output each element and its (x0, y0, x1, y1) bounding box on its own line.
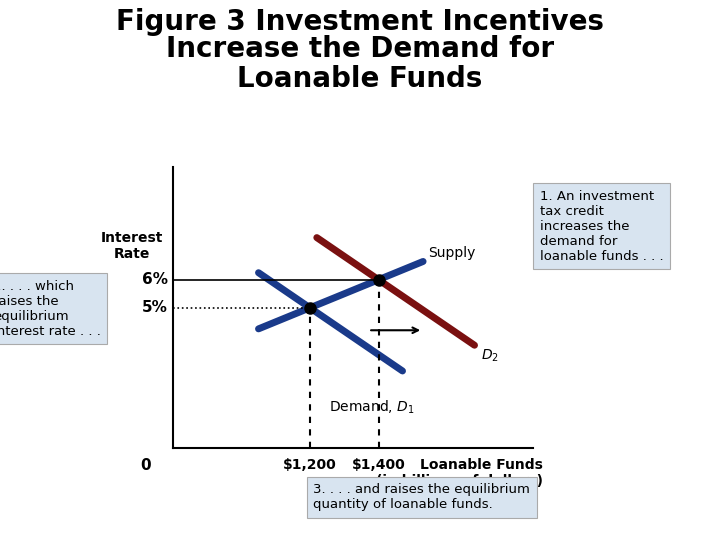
Text: $1,200: $1,200 (283, 458, 337, 472)
Text: 2. . . . which
raises the
equilibrium
interest rate . . .: 2. . . . which raises the equilibrium in… (0, 280, 101, 338)
Text: Demand, $D_1$: Demand, $D_1$ (329, 399, 415, 416)
Text: 0: 0 (140, 458, 150, 473)
Text: Supply: Supply (428, 246, 476, 260)
Text: 6%: 6% (142, 272, 168, 287)
Text: Loanable Funds
(in billions of dollars): Loanable Funds (in billions of dollars) (376, 458, 543, 488)
Text: $1,400: $1,400 (351, 458, 405, 472)
Text: 1. An investment
tax credit
increases the
demand for
loanable funds . . .: 1. An investment tax credit increases th… (540, 190, 664, 263)
Text: Loanable Funds: Loanable Funds (238, 65, 482, 93)
Text: Figure 3 Investment Incentives: Figure 3 Investment Incentives (116, 8, 604, 36)
Text: Interest
Rate: Interest Rate (101, 231, 163, 261)
Text: 5%: 5% (142, 300, 168, 315)
Text: 3. . . . and raises the equilibrium
quantity of loanable funds.: 3. . . . and raises the equilibrium quan… (313, 483, 530, 511)
Text: Increase the Demand for: Increase the Demand for (166, 35, 554, 63)
Text: $D_2$: $D_2$ (482, 348, 499, 364)
